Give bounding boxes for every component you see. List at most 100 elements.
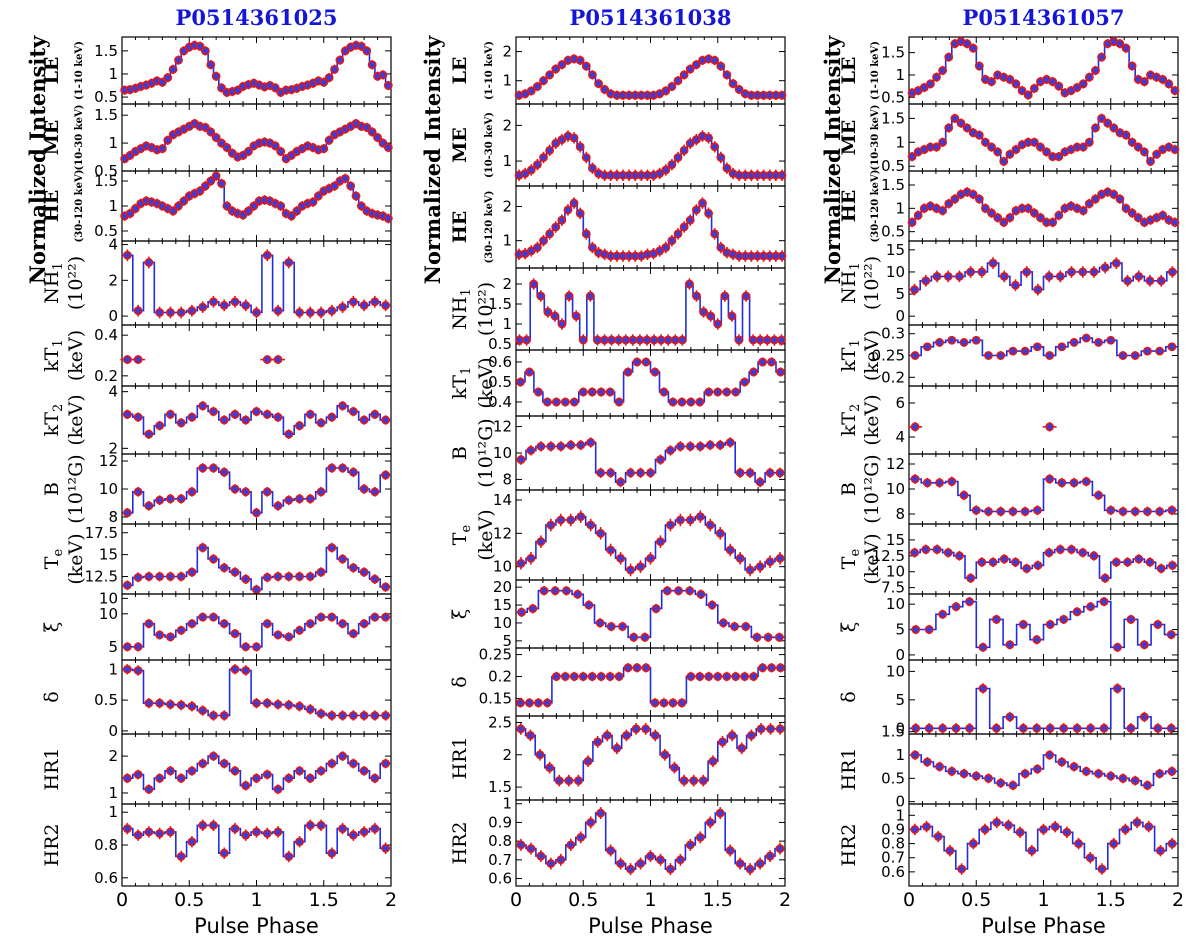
subplot-HE: 0.5 1 1.5 HE (30-120 keV)	[838, 170, 1180, 242]
data-point	[996, 778, 1006, 788]
row-label: LE	[449, 57, 471, 85]
data-point	[1011, 145, 1021, 154]
data-point	[622, 730, 631, 740]
data-point	[765, 557, 775, 567]
data-point	[629, 632, 639, 642]
data-point	[144, 784, 154, 794]
data-point	[727, 730, 737, 740]
common-y-label: Normalized Intensity	[25, 35, 50, 284]
data-point	[284, 495, 294, 505]
data-point	[219, 848, 229, 858]
data-point	[951, 602, 961, 612]
data-point	[910, 825, 920, 834]
data-point	[659, 698, 669, 708]
data-point	[748, 335, 758, 345]
data-point	[187, 306, 197, 316]
subplot-kT2: 2 4 kT2 (keV)	[41, 383, 392, 457]
data-point	[1097, 864, 1107, 874]
data-point	[1156, 276, 1166, 286]
data-point	[691, 205, 701, 215]
data-point	[195, 41, 205, 51]
y-tick-label: 0.5	[94, 88, 118, 106]
subplot-HR1: 0 0.5 1 1.5 HR1	[838, 723, 1179, 811]
data-point	[1011, 557, 1020, 567]
data-point	[295, 308, 304, 317]
data-point	[543, 307, 553, 317]
y-tick-label: 1	[502, 232, 512, 250]
subplot-LE: 0.5 1 1.5 LE (1-10 keV)	[41, 36, 393, 106]
data-point	[993, 213, 1003, 223]
data-point	[907, 217, 917, 227]
data-point	[677, 698, 687, 708]
row-sub-label: (30-120 keV)	[484, 191, 495, 264]
y-tick-label: 7.5	[881, 579, 905, 597]
data-point	[357, 41, 366, 51]
data-point	[1100, 263, 1110, 272]
data-point	[144, 572, 154, 581]
data-point	[1097, 113, 1106, 123]
data-point	[1055, 271, 1065, 281]
data-point	[578, 335, 588, 345]
data-point	[526, 730, 535, 740]
data-point	[588, 70, 597, 80]
step-line	[909, 600, 1178, 649]
row-sub-label: (10-30 keV)	[484, 112, 495, 178]
row-sub-label: (10²²)	[65, 256, 87, 310]
data-point	[122, 773, 132, 783]
data-point	[209, 463, 218, 473]
data-point	[670, 763, 679, 773]
data-point	[626, 565, 635, 575]
data-point	[1106, 771, 1116, 781]
data-point	[562, 586, 571, 596]
y-tick-label: 2	[502, 746, 512, 764]
data-point	[1152, 149, 1162, 159]
row-label: HR1	[41, 748, 63, 791]
data-point	[122, 824, 132, 833]
data-point	[168, 206, 178, 216]
data-point	[661, 86, 671, 96]
data-point	[1033, 285, 1043, 295]
y-tick-label: 10	[493, 444, 512, 462]
data-point	[614, 335, 624, 345]
x-tick-label: 1	[250, 889, 262, 911]
y-tick-label: 6	[895, 394, 905, 412]
data-point	[166, 827, 175, 837]
data-point	[705, 440, 715, 450]
data-point	[636, 562, 645, 572]
data-point	[765, 468, 775, 478]
row-label: HR2	[838, 824, 860, 867]
data-point	[359, 567, 369, 577]
data-point	[980, 825, 990, 834]
data-point	[758, 357, 767, 367]
data-point	[1089, 267, 1099, 277]
data-point	[168, 64, 178, 74]
data-point	[581, 61, 591, 71]
data-point	[685, 279, 694, 289]
data-point	[1036, 213, 1045, 223]
data-point	[327, 543, 337, 553]
data-point	[722, 672, 732, 681]
data-point	[708, 756, 718, 766]
data-point	[710, 229, 720, 239]
row-sub-label: (10²²)	[861, 256, 883, 310]
data-point	[766, 724, 775, 734]
data-point	[179, 196, 189, 206]
data-point	[1042, 147, 1051, 157]
data-point	[777, 335, 786, 345]
data-point	[586, 818, 596, 827]
data-point	[1044, 271, 1054, 281]
data-point	[383, 214, 393, 223]
y-tick-label: 1	[108, 197, 118, 215]
data-point	[1005, 75, 1015, 84]
data-point	[273, 501, 283, 511]
data-point	[943, 548, 953, 558]
data-point	[284, 572, 294, 581]
subplot-NH1: 0 2 4 NH1 (10²²)	[41, 236, 392, 326]
y-tick-label: 10	[886, 662, 905, 680]
subplot-LE: 0.5 1 1.5 LE (1-10 keV)	[838, 36, 1180, 106]
data-point	[1091, 123, 1100, 133]
data-point	[144, 698, 154, 708]
y-tick-label: 1	[895, 66, 905, 84]
y-tick-label: 0.6	[94, 869, 118, 887]
